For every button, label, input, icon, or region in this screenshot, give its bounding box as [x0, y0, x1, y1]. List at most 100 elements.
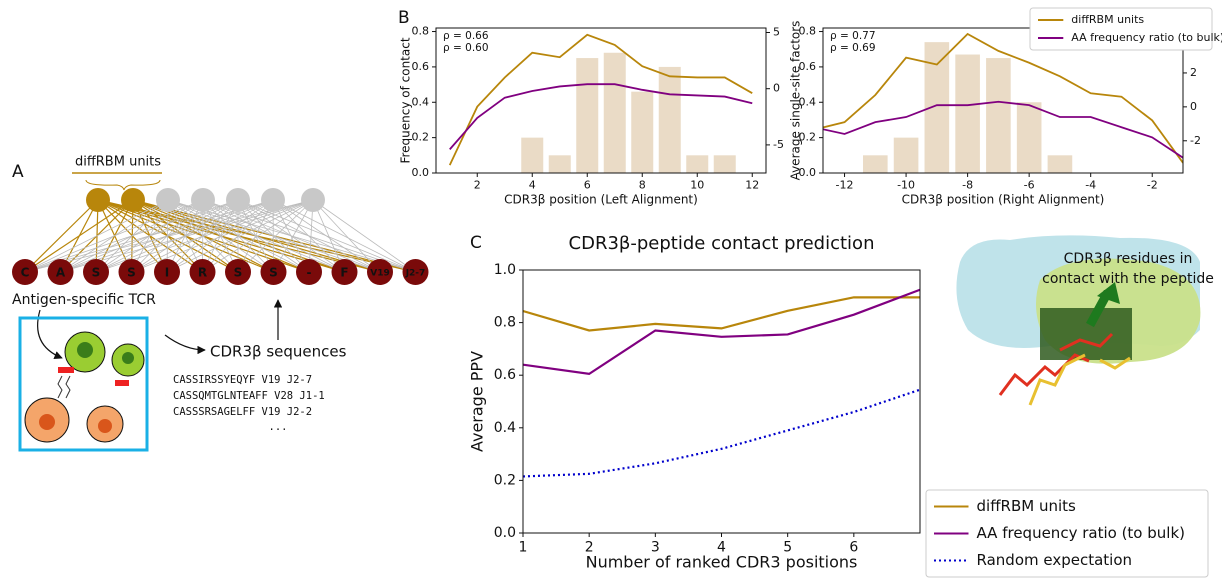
connection — [272, 199, 345, 273]
hidden-unit — [301, 188, 325, 212]
y2-tick-label: 2 — [1190, 66, 1197, 79]
tcr-label: Antigen-specific TCR — [12, 292, 156, 308]
y-tick-label: 0.2 — [494, 472, 516, 488]
nucleus — [122, 352, 134, 364]
structure-image: CDR3β residues in contact with the pepti… — [956, 235, 1214, 406]
y-tick-label: 0.0 — [412, 166, 430, 179]
receptor — [58, 367, 74, 373]
arrow-head — [1097, 282, 1120, 304]
plot-area — [823, 32, 1183, 173]
x-tick-label: 4 — [529, 179, 536, 192]
connection — [312, 199, 381, 273]
residue-label: S — [234, 266, 243, 280]
residue-node — [118, 259, 145, 285]
plot-area — [448, 33, 753, 173]
series-line — [523, 388, 920, 478]
x-axis-label: CDR3β position (Right Alignment) — [902, 193, 1105, 207]
annotation: ρ = 0.69 — [830, 42, 876, 54]
x-axis-label: Number of ranked CDR3 positions — [586, 553, 858, 572]
y-tick-label: 0.0 — [494, 525, 516, 541]
y-tick-label: 0.8 — [412, 25, 430, 38]
nucleus — [77, 342, 93, 358]
x-tick-label: 10 — [690, 179, 704, 192]
residue-sticks — [998, 332, 1114, 396]
hidden-unit — [226, 188, 250, 212]
residue-label: C — [21, 266, 30, 280]
bar — [863, 155, 888, 173]
bar — [686, 155, 709, 173]
bar — [713, 155, 736, 173]
y-axis-label: Average PPV — [468, 351, 487, 452]
chart: -12 -10 -8 -6 -4 -2 0.0 0.2 0.4 0.6 0.8 -2 0 2 CDR3β p… — [799, 7, 1222, 207]
arrow — [164, 334, 206, 355]
y-tick-label: 0.2 — [799, 131, 817, 144]
connection — [60, 199, 314, 273]
connection — [312, 199, 345, 273]
connection — [202, 199, 274, 273]
bar — [986, 58, 1011, 173]
residue-node — [189, 259, 216, 285]
cell-box — [18, 316, 149, 452]
y2-tick-label: 5 — [773, 25, 780, 38]
connection — [24, 199, 99, 273]
charts: 2 4 6 8 10 12 0.0 0.2 0.4 0.6 0.8 -5 0 5 CDR3β positio… — [398, 7, 1222, 578]
x-tick-label: -6 — [1024, 179, 1035, 192]
connection — [272, 199, 381, 273]
connection — [272, 199, 416, 273]
x-tick-label: 6 — [849, 539, 858, 555]
y2-tick-label: 0 — [1190, 100, 1197, 113]
y-tick-label: 0.8 — [494, 315, 516, 331]
y2-tick-label: 0 — [773, 82, 780, 95]
bar — [631, 91, 654, 173]
connection — [312, 199, 416, 273]
connection — [24, 199, 169, 273]
residue-node — [402, 259, 429, 285]
residue-sticks — [1028, 353, 1131, 406]
plot-area — [523, 288, 920, 478]
connection — [237, 199, 274, 273]
x-tick-label: -12 — [836, 179, 854, 192]
residue-label: - — [307, 266, 312, 280]
residue-label: A — [56, 266, 66, 280]
y2-tick-label: -5 — [773, 138, 784, 151]
structure-annotation: CDR3β residues in — [1064, 251, 1193, 267]
residue-label: S — [92, 266, 101, 280]
x-tick-label: -4 — [1085, 179, 1096, 192]
legend-label: Random expectation — [977, 551, 1133, 569]
sequences-label: CDR3β sequences — [210, 343, 347, 361]
connection — [237, 199, 314, 273]
series-line — [448, 33, 753, 166]
chart: 1 2 3 4 5 6 0.0 0.2 0.4 0.6 0.8 1.0 Number of ranked… — [468, 233, 1209, 578]
x-tick-label: 2 — [585, 539, 594, 555]
connection — [95, 199, 274, 273]
legend-box — [925, 489, 1209, 578]
y2-axis-label: Average single-site factors — [789, 21, 803, 181]
y-tick-label: 0.6 — [412, 60, 430, 73]
ellipsis: ... — [269, 421, 288, 433]
x-tick-label: 12 — [745, 179, 759, 192]
residue-label: V19 — [370, 269, 390, 279]
axes-frame — [522, 269, 921, 534]
bar — [955, 54, 980, 173]
bar — [548, 155, 571, 173]
y-tick-label: 0.8 — [799, 25, 817, 38]
residue-label: I — [165, 266, 169, 280]
hidden-unit — [191, 188, 215, 212]
x-tick-label: 8 — [639, 179, 646, 192]
axes-frame — [435, 27, 767, 174]
legend-label: AA frequency ratio (to bulk) — [1071, 31, 1222, 44]
connection — [24, 199, 314, 273]
chart: 2 4 6 8 10 12 0.0 0.2 0.4 0.6 0.8 -5 0 5 CDR3β positio… — [398, 8, 803, 207]
legend-label: diffRBM units — [977, 497, 1077, 515]
sequence: CASSQMTGLNTEAFF V28 J1-1 — [173, 390, 325, 402]
legend-label: diffRBM units — [1071, 13, 1144, 26]
residue-node — [47, 259, 74, 285]
annotation: ρ = 0.66 — [443, 30, 489, 42]
residue-node — [83, 259, 109, 285]
y-tick-label: 0.4 — [412, 95, 430, 108]
series-line — [449, 83, 753, 150]
residue-label: F — [340, 266, 348, 280]
panel-label: A — [12, 162, 24, 182]
residue-node — [296, 259, 322, 285]
